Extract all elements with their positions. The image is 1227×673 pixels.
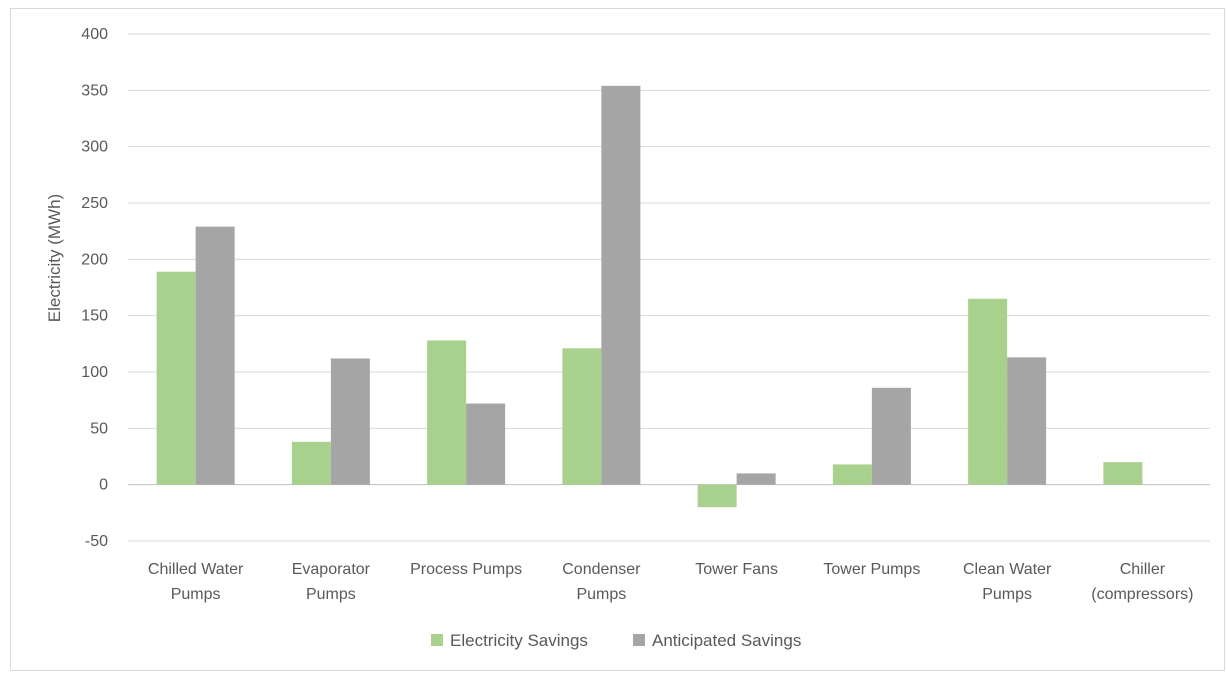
bar-electricity-savings [562, 348, 602, 485]
legend: Electricity Savings Anticipated Savings [431, 631, 801, 650]
bar-electricity-savings [427, 340, 467, 485]
y-tick-label: 200 [81, 251, 108, 268]
bar-anticipated-savings [1007, 357, 1047, 485]
x-tick-label: Chiller [1120, 561, 1166, 578]
bars [156, 85, 1143, 508]
bar-electricity-savings [968, 298, 1008, 485]
legend-label: Anticipated Savings [652, 631, 801, 650]
bar-electricity-savings [291, 441, 331, 485]
y-tick-label: -50 [85, 533, 108, 550]
y-tick-label: 250 [81, 195, 108, 212]
legend-swatch [633, 634, 645, 646]
x-tick-label: Tower Pumps [823, 561, 920, 578]
bar-electricity-savings [697, 484, 737, 508]
bar-anticipated-savings [330, 358, 370, 485]
x-tick-label: Condenser [562, 561, 641, 578]
y-tick-labels: -50 0 50 100 150 200 250 300 350 400 [81, 26, 108, 550]
y-tick-label: 350 [81, 82, 108, 99]
x-tick-label: Tower Fans [695, 561, 778, 578]
bar-electricity-savings [1103, 462, 1143, 485]
x-tick-label: Clean Water [963, 561, 1052, 578]
x-tick-label: Evaporator [292, 561, 371, 578]
x-tick-label: (compressors) [1091, 586, 1193, 603]
x-tick-label: Pumps [982, 586, 1032, 603]
legend-label: Electricity Savings [450, 631, 588, 650]
y-tick-label: 0 [99, 477, 108, 494]
x-tick-label: Process Pumps [410, 561, 522, 578]
y-tick-label: 50 [90, 420, 108, 437]
x-tick-label: Pumps [171, 586, 221, 603]
legend-swatch [431, 634, 443, 646]
bar-electricity-savings [832, 464, 872, 485]
y-tick-label: 100 [81, 364, 108, 381]
gridlines [128, 33, 1210, 542]
x-tick-label: Pumps [576, 586, 626, 603]
x-tick-label: Chilled Water [148, 561, 244, 578]
x-tick-label: Pumps [306, 586, 356, 603]
bar-anticipated-savings [736, 473, 776, 485]
y-tick-label: 300 [81, 139, 108, 156]
bar-anticipated-savings [466, 403, 506, 485]
bar-electricity-savings [156, 271, 196, 485]
bar-anticipated-savings [195, 226, 235, 485]
y-axis-label: Electricity (MWh) [45, 194, 64, 322]
bar-anticipated-savings [871, 387, 911, 485]
y-tick-label: 150 [81, 308, 108, 325]
bar-anticipated-savings [601, 85, 641, 485]
y-tick-label: 400 [81, 26, 108, 43]
x-tick-labels: Chilled Water Pumps Evaporator Pumps Process… [148, 561, 1194, 603]
